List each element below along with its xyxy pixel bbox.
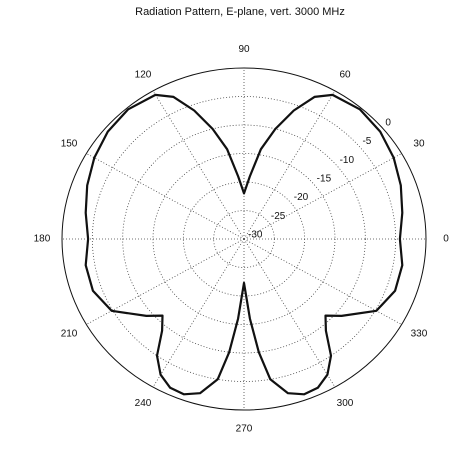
r-tick-label: 0 <box>385 117 391 128</box>
grid-spoke <box>152 90 245 240</box>
angle-tick-label: 240 <box>135 398 152 409</box>
angle-tick-label: 270 <box>236 423 253 434</box>
r-tick-label: -30 <box>248 230 263 241</box>
grid-ring <box>91 96 397 382</box>
r-tick-label: -25 <box>271 211 286 222</box>
angle-tick-label: 180 <box>34 234 51 245</box>
angle-tick-label: 330 <box>411 329 428 340</box>
r-tick-label: -10 <box>340 155 355 166</box>
grid-spoke <box>243 90 336 240</box>
r-tick-label: -5 <box>362 136 371 147</box>
grid-spoke <box>243 153 402 240</box>
angle-tick-label: 30 <box>413 139 425 150</box>
angle-tick-label: 120 <box>135 69 152 80</box>
angle-tick-label: 60 <box>339 69 351 80</box>
grid-spoke <box>152 238 245 388</box>
pattern-line <box>84 93 404 396</box>
outer-ring <box>61 67 427 411</box>
angle-tick-label: 150 <box>61 139 78 150</box>
angle-tick-label: 0 <box>443 234 449 245</box>
grid-ring <box>122 124 366 354</box>
angle-tick-label: 300 <box>337 398 354 409</box>
chart-title: Radiation Pattern, E-plane, vert. 3000 M… <box>135 6 345 18</box>
grid-spoke <box>243 238 336 388</box>
r-tick-label: -20 <box>294 192 309 203</box>
angle-tick-label: 210 <box>61 329 78 340</box>
angle-tick-label: 90 <box>238 44 250 55</box>
r-tick-label: -15 <box>317 174 332 185</box>
